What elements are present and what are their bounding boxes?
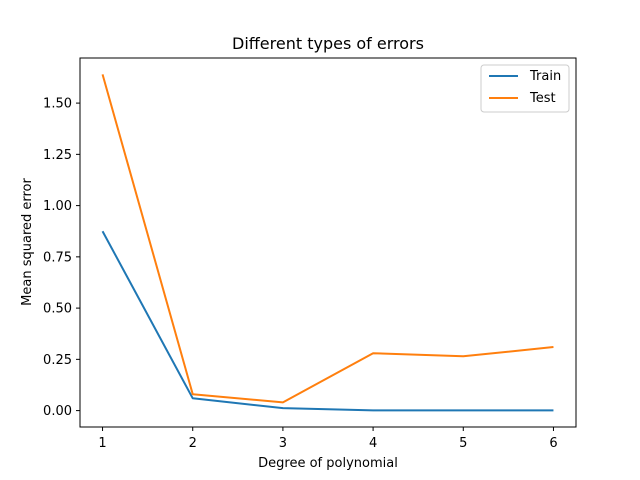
y-tick-label: 0.25 [43,353,72,368]
chart-title: Different types of errors [232,34,424,53]
axes-spines [79,57,577,428]
x-axis-label: Degree of polynomial [258,456,398,471]
x-tick-label: 6 [549,436,557,451]
y-tick-label: 0.50 [43,302,72,317]
x-tick-label: 3 [279,436,287,451]
series-line-test [101,74,554,404]
x-tick-label: 4 [369,436,377,451]
x-tick-label: 5 [459,436,467,451]
x-tick-label: 2 [189,436,197,451]
series-layer [101,74,554,412]
y-tick-label: 0.75 [43,250,72,265]
x-axis-ticks: 1 2 3 4 5 6 [98,427,558,451]
y-tick-label: 1.25 [43,148,72,163]
series-line-train [101,230,554,412]
legend-label-train: Train [529,69,561,84]
legend-label-test: Test [529,91,556,106]
y-tick-label: 1.50 [43,97,72,112]
x-tick-label: 1 [98,436,106,451]
plot-area [79,57,577,428]
legend: Train Test [480,64,570,113]
y-axis-ticks: 0.00 0.25 0.50 0.75 1.00 1.25 1.50 [43,97,80,419]
y-axis-label: Mean squared error [20,178,35,306]
y-tick-label: 1.00 [43,199,72,214]
y-tick-label: 0.00 [43,404,72,419]
plot-frame [80,58,576,427]
